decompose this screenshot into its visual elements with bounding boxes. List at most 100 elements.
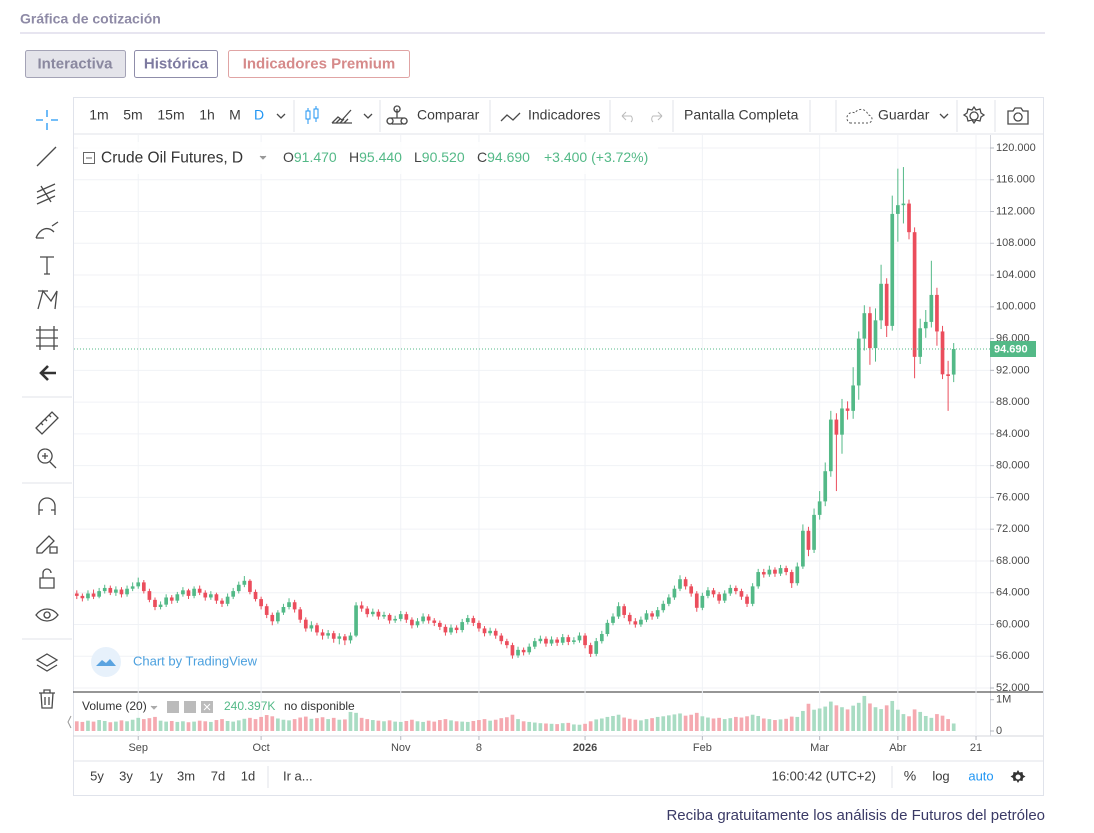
chevron[interactable] [276,113,286,119]
bottom-settings-icon[interactable] [1010,770,1026,783]
volume-bar [644,719,649,731]
interval-active[interactable]: D [254,107,264,123]
volume-bar [248,717,252,731]
undo-icon[interactable] [621,111,633,123]
candle-body [125,588,129,595]
candle-body [181,590,185,595]
redo-icon[interactable] [651,111,663,123]
candle-body [186,590,191,596]
symbol-chevron[interactable] [259,155,267,160]
candle-body [773,569,777,574]
compare-button[interactable]: Comparar [417,107,480,123]
volume-bar [86,720,90,731]
volume-bar [812,709,816,731]
range-button[interactable]: 1y [149,768,163,783]
volume-bar [750,714,755,731]
volume-bar [97,720,101,731]
percent-toggle[interactable]: % [904,768,916,784]
save-button[interactable]: Guardar [878,107,930,123]
collapse-legend[interactable] [83,152,95,164]
volume-bar [588,721,593,731]
candle-body [544,638,548,644]
volume-bar [426,720,431,731]
eye-icon[interactable] [35,608,59,622]
volume-eye-button[interactable] [167,701,179,713]
volume-bar [197,720,202,731]
settings-icon[interactable] [962,105,986,125]
tab-interactive[interactable] [25,50,126,78]
interval[interactable]: 1m [89,107,108,123]
tab-premium[interactable] [228,50,410,78]
range-button[interactable]: 3m [177,768,195,783]
chevron[interactable] [939,113,949,119]
unlock-icon[interactable] [39,568,55,589]
volume-bar [873,707,878,731]
candle-body [700,595,705,608]
volume-bar [801,710,805,731]
candle-body [437,622,442,627]
pattern-tool-icon[interactable] [37,289,58,310]
candle-body [951,348,956,375]
fib-tool-icon[interactable] [36,183,56,205]
collapse-icon[interactable] [67,715,72,729]
volume-bar [773,720,777,731]
auto-toggle[interactable]: auto [968,768,993,783]
volume-bar [477,720,481,731]
candle-body [929,294,934,322]
tab-label[interactable]: Interactiva [37,55,113,72]
volume-bar [884,705,889,731]
candle-body [376,611,381,617]
magnet-icon[interactable] [38,497,56,515]
volume-bar [840,707,844,731]
crosshair-icon[interactable] [36,110,58,130]
page-title: Gráfica de cotización [20,11,161,27]
trash-icon[interactable] [39,689,55,709]
tab-label[interactable]: Indicadores Premium [243,55,396,72]
range-button[interactable]: 7d [211,768,225,783]
tab-label[interactable]: Histórica [144,55,209,72]
log-toggle[interactable]: log [932,768,949,783]
compare-icon[interactable] [386,105,408,125]
indicators-icon[interactable] [500,112,521,122]
volume-bar [303,716,308,731]
volume-chevron[interactable] [150,705,158,710]
layers-icon[interactable] [35,653,59,672]
volume-status: no disponible [284,699,355,713]
candle-body [460,622,465,631]
y-tick-label: 88.000 [996,396,1030,408]
candle-body [912,232,917,357]
area-type-icon[interactable] [331,109,352,124]
tab-historical[interactable] [134,50,218,78]
volume-bar [326,719,330,731]
line-tool-icon[interactable] [36,146,57,167]
camera-icon[interactable] [1007,107,1029,125]
range-button[interactable]: 5y [90,768,104,783]
lock-draw-icon[interactable] [36,535,58,554]
fullscreen-button[interactable]: Pantalla Completa [684,107,799,123]
range-button[interactable]: 3y [119,768,133,783]
candle-body [694,593,699,608]
text-tool-icon[interactable] [40,256,54,275]
brush-tool-icon[interactable] [35,221,59,239]
x-tick-label: Oct [253,742,270,754]
chevron[interactable] [363,113,373,119]
volume-bar [421,721,425,731]
range-button[interactable]: 1d [241,768,255,783]
zoom-icon[interactable] [37,448,57,469]
ruler-icon[interactable] [35,411,59,435]
interval[interactable]: M [229,107,241,123]
back-icon[interactable] [39,365,56,381]
volume-settings-button[interactable] [184,701,196,713]
candle-body [337,636,342,639]
candle-body [633,621,638,625]
goto-button[interactable]: Ir a... [283,768,313,783]
volume-bar [315,718,319,731]
interval[interactable]: 5m [123,107,142,123]
footer-link[interactable]: Reciba gratuitamente los análisis de Fut… [666,807,1045,824]
interval[interactable]: 15m [157,107,184,123]
interval[interactable]: 1h [199,107,215,123]
candle-body [918,328,923,357]
prediction-tool-icon[interactable] [36,326,58,350]
indicators-button[interactable]: Indicadores [528,107,600,123]
watermark[interactable]: Chart by TradingView [133,653,258,668]
